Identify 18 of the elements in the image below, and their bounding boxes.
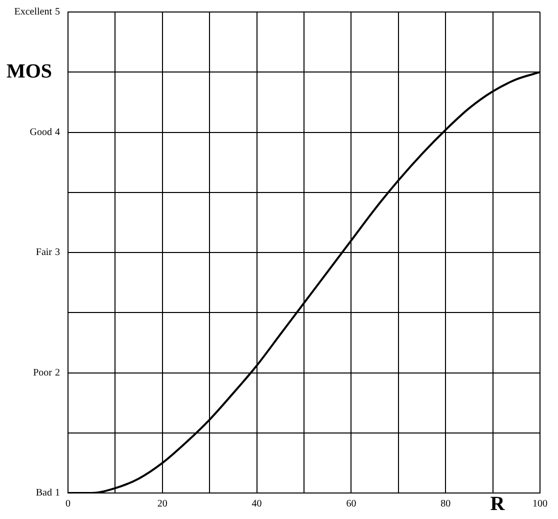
text: Poor — [33, 367, 53, 378]
text: Bad — [36, 488, 52, 499]
y-tick-label: 4 — [55, 126, 60, 138]
y-axis-title: MOS — [6, 60, 52, 82]
y-tick-label: 5 — [55, 6, 60, 18]
text: Fair — [36, 247, 53, 258]
x-tick-label: 80 — [440, 498, 451, 510]
x-tick-label: 0 — [66, 498, 70, 510]
x-tick-label: 20 — [157, 498, 168, 510]
y-tick-label: 3 — [55, 247, 60, 258]
x-tick-label: 40 — [252, 498, 262, 510]
text: Good — [30, 126, 52, 138]
text: Excellent — [14, 6, 52, 18]
y-tick-label: 1 — [55, 488, 60, 499]
y-tick-label: 2 — [55, 367, 60, 378]
x-tick-label: 60 — [346, 498, 356, 510]
x-tick-label: 100 — [532, 498, 548, 510]
x-axis-title: R — [490, 493, 506, 516]
